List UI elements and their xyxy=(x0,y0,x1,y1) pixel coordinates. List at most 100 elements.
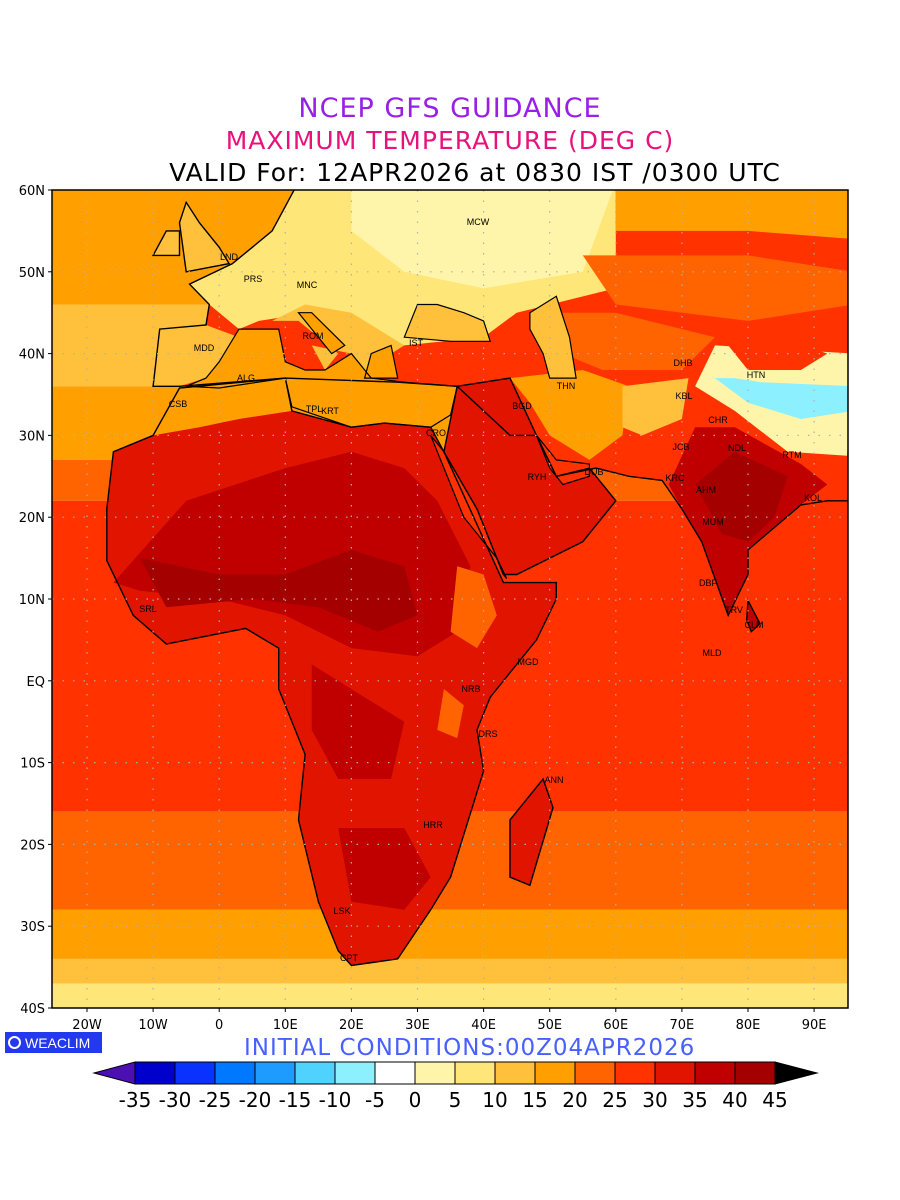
lon-tick-label: 20W xyxy=(72,1018,102,1033)
coastline-eurasia xyxy=(152,190,848,618)
sea-black-sea xyxy=(404,304,491,342)
station-label: DBF xyxy=(699,578,718,588)
region-siberia-mild xyxy=(615,190,848,239)
region-ireland xyxy=(153,230,180,256)
region-russia-cool xyxy=(351,190,613,289)
colorbar-swatch xyxy=(454,1061,496,1085)
station-label: RTM xyxy=(782,450,801,460)
region-congo xyxy=(311,664,405,779)
colorbar-label: 35 xyxy=(682,1088,707,1112)
station-label: BGD xyxy=(512,401,532,411)
lat-tick-label: 30N xyxy=(19,429,45,444)
station-label: KRC xyxy=(665,473,685,483)
coastline-ireland xyxy=(151,230,181,257)
station-label: MGD xyxy=(518,657,539,667)
region-southern-africa xyxy=(338,828,431,910)
coastline-red-sea xyxy=(430,435,508,579)
station-label: DUB xyxy=(584,467,603,477)
colorbar-swatch xyxy=(254,1061,296,1085)
sea-mediterranean xyxy=(186,329,458,428)
lat-tick-label: 40S xyxy=(20,1002,45,1017)
colorbar-swatch xyxy=(494,1061,536,1085)
title-variable: MAXIMUM TEMPERATURE (DEG C) xyxy=(225,126,675,155)
colorbar-label: 25 xyxy=(602,1088,627,1112)
lon-tick-label: 10E xyxy=(273,1018,298,1033)
lon-tick-label: 60E xyxy=(603,1018,628,1033)
colorbar-swatch xyxy=(574,1061,616,1085)
colorbar-high-arrow xyxy=(774,1061,819,1085)
lon-tick-label: 10W xyxy=(138,1018,168,1033)
region-ethiopia-highlands xyxy=(450,566,497,649)
colorbar-swatch xyxy=(694,1061,736,1085)
colorbar-label: -35 xyxy=(119,1088,152,1112)
station-label: CRO xyxy=(426,428,446,438)
logo-text: WEACLIM xyxy=(25,1034,91,1051)
region-arabia xyxy=(443,378,616,575)
lat-tick-label: 30S xyxy=(20,920,45,935)
lat-tick-label: 60N xyxy=(19,184,45,199)
station-label: NRB xyxy=(461,684,480,694)
initial-conditions: INITIAL CONDITIONS:00Z04APR2026 xyxy=(244,1035,696,1061)
region-east-africa xyxy=(437,689,464,739)
station-label: ANN xyxy=(544,775,563,785)
region-sahel-hottest xyxy=(139,549,418,632)
station-label: MNC xyxy=(297,280,318,290)
colorbar-label: 40 xyxy=(722,1088,747,1112)
ocean-band xyxy=(52,958,848,984)
colorbar-label: -5 xyxy=(365,1088,385,1112)
colorbar-label: 45 xyxy=(762,1088,787,1112)
colorbar-label: -25 xyxy=(199,1088,232,1112)
sea-caspian xyxy=(529,296,577,379)
coastline-uk xyxy=(178,200,231,273)
colorbar-label: -10 xyxy=(319,1088,352,1112)
coastline-aegean xyxy=(363,344,399,379)
station-label: KOL xyxy=(804,493,822,503)
colorbar-swatch xyxy=(374,1061,416,1085)
lat-tick-label: 40N xyxy=(19,348,45,363)
colorbar-swatch xyxy=(334,1061,376,1085)
lon-tick-label: 20E xyxy=(339,1018,364,1033)
station-label: DHB xyxy=(673,358,692,368)
coastline-persian-gulf xyxy=(535,435,591,486)
station-label: TPL xyxy=(306,404,323,414)
coastline-madagascar xyxy=(509,777,554,887)
colorbar-swatch xyxy=(534,1061,576,1085)
lat-tick-label: EQ xyxy=(27,675,45,690)
weaclim-logo: WEACLIM xyxy=(5,1032,102,1053)
station-label: ALG xyxy=(237,373,255,383)
station-label: JCB xyxy=(672,442,689,452)
lon-tick-label: 50E xyxy=(537,1018,562,1033)
region-madagascar xyxy=(510,779,553,886)
title-model: NCEP GFS GUIDANCE xyxy=(298,93,602,124)
station-label: MUM xyxy=(702,517,724,527)
region-afghanistan xyxy=(622,378,689,436)
ocean-band xyxy=(52,983,848,1008)
lon-tick-label: 90E xyxy=(802,1018,827,1033)
station-label: MLD xyxy=(702,648,722,658)
station-label: CLM xyxy=(744,620,763,630)
station-label: AHM xyxy=(696,485,716,495)
region-central-asia xyxy=(549,312,715,370)
station-label: THN xyxy=(557,381,576,391)
colorbar-swatch xyxy=(654,1061,696,1085)
station-label: SRL xyxy=(139,604,157,614)
colorbar-label: 30 xyxy=(642,1088,667,1112)
copyright-icon xyxy=(8,1036,21,1049)
colorbar-swatch xyxy=(294,1061,336,1085)
station-label: NDL xyxy=(728,443,746,453)
colorbar-label: -20 xyxy=(239,1088,272,1112)
colorbar-swatch xyxy=(134,1061,176,1085)
colorbar-label: 0 xyxy=(409,1088,422,1112)
colorbar-swatch xyxy=(174,1061,216,1085)
region-kazakh xyxy=(582,255,848,321)
lat-tick-label: 10S xyxy=(20,757,45,772)
colorbar-swatch xyxy=(734,1061,776,1085)
lat-tick-label: 20S xyxy=(20,838,45,853)
station-label: LND xyxy=(220,252,239,262)
station-label: ROM xyxy=(303,331,324,341)
station-label: LSK xyxy=(333,906,350,916)
station-label: RYH xyxy=(528,472,547,482)
colorbar-swatch xyxy=(414,1061,456,1085)
coastline-black-sea xyxy=(403,303,492,342)
